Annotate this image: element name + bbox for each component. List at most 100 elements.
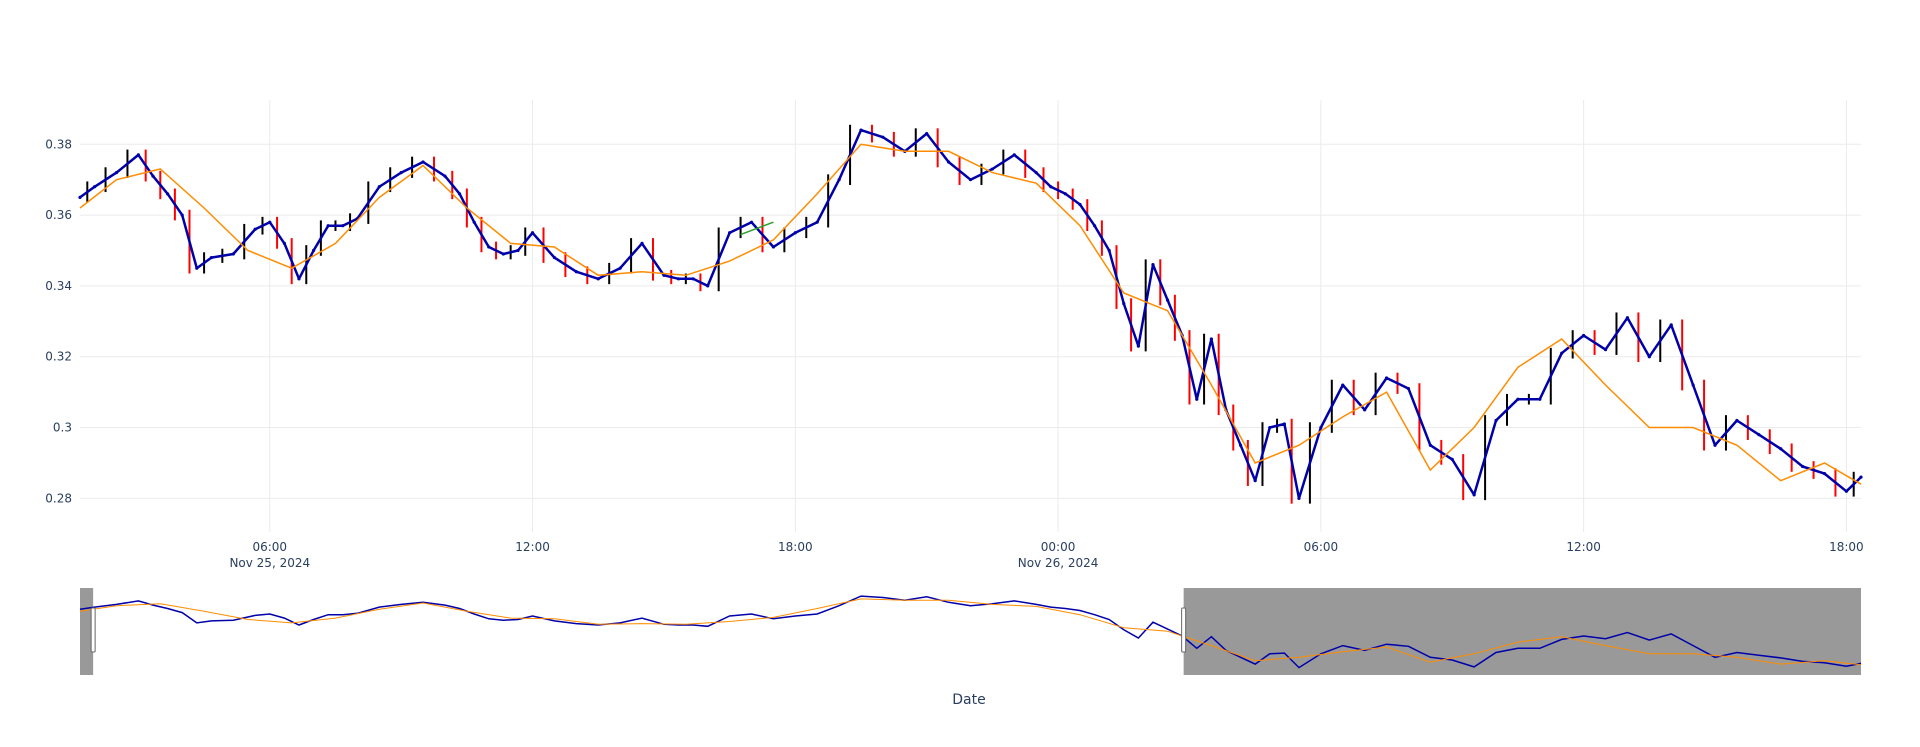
price-point [837, 178, 841, 182]
price-point [947, 160, 951, 164]
price-point [209, 255, 213, 260]
price-point [1063, 192, 1067, 196]
price-point [728, 231, 732, 235]
price-point [1012, 153, 1016, 157]
price-point [925, 132, 929, 136]
price-point [311, 248, 316, 253]
price-point [443, 174, 447, 178]
price-point [574, 270, 578, 274]
price-point [990, 167, 994, 171]
price-point [92, 185, 97, 189]
range-slider-mask-right [1183, 588, 1861, 675]
price-point [1450, 457, 1454, 462]
price-point [1713, 443, 1717, 447]
price-point [341, 224, 345, 228]
price-point [1363, 408, 1367, 412]
y-axis: 0.28 0.3 0.32 0.34 0.36 0.38 [45, 137, 72, 505]
x-tick-date-label: Nov 25, 2024 [229, 556, 310, 570]
price-point [1822, 471, 1827, 476]
plot-area[interactable] [78, 124, 1863, 504]
price-point [78, 195, 82, 199]
range-slider-ma-line [79, 598, 1862, 666]
price-point [1582, 333, 1586, 338]
price-point [1779, 447, 1783, 451]
price-point [180, 213, 184, 217]
price-point [1406, 386, 1411, 391]
x-tick-label: 12:00 [1566, 540, 1601, 554]
price-point [640, 241, 644, 246]
price-point [596, 277, 600, 281]
price-point [552, 255, 557, 260]
x-tick-date-label: Nov 26, 2024 [1018, 556, 1099, 570]
price-point [859, 128, 863, 132]
range-slider-handle[interactable] [1181, 607, 1187, 653]
price-point [968, 178, 973, 182]
price-point [487, 245, 491, 249]
price-point [1603, 348, 1608, 352]
y-tick-label: 0.38 [45, 137, 72, 151]
price-point [1165, 298, 1170, 302]
price-point [1092, 224, 1097, 228]
price-point [268, 220, 272, 224]
price-point [326, 224, 330, 228]
price-point [231, 252, 235, 256]
price-point [1859, 475, 1863, 479]
price-point [1122, 302, 1126, 306]
price-point [1538, 397, 1542, 401]
price-point [1647, 355, 1651, 359]
price-point [1195, 397, 1199, 401]
price-point [1428, 443, 1432, 447]
price-point [1735, 418, 1739, 423]
x-tick-label: 18:00 [778, 540, 813, 554]
y-tick-label: 0.3 [53, 421, 72, 435]
price-point [1560, 351, 1564, 355]
price-point [151, 174, 155, 178]
price-point [1844, 489, 1849, 493]
price-point [662, 273, 666, 277]
price-point [1625, 316, 1630, 320]
price-point [1151, 263, 1155, 267]
y-tick-label: 0.28 [45, 491, 72, 505]
price-point [771, 245, 776, 249]
price-point [881, 135, 885, 139]
x-tick-label: 00:00 [1041, 540, 1076, 554]
y-tick-label: 0.34 [45, 279, 72, 293]
grid-lines [80, 100, 1861, 532]
range-slider[interactable] [79, 588, 1862, 675]
price-point [793, 231, 797, 235]
price-point [165, 192, 170, 196]
price-point [472, 220, 476, 224]
price-point [1516, 397, 1520, 401]
price-point [815, 220, 819, 224]
x-tick-label: 12:00 [515, 540, 550, 554]
price-point [691, 277, 695, 281]
price-point [136, 153, 140, 157]
price-point [1384, 376, 1389, 380]
price-point [676, 277, 681, 281]
price-point [457, 192, 462, 196]
price-point [1691, 383, 1695, 387]
range-slider-handle[interactable] [90, 607, 96, 653]
price-point [297, 277, 301, 281]
price-point [253, 227, 257, 231]
price-point [114, 170, 119, 175]
x-tick-label: 06:00 [252, 540, 287, 554]
price-point [501, 252, 505, 256]
x-tick-label: 06:00 [1304, 540, 1339, 554]
price-point [1669, 323, 1673, 327]
price-point [1801, 464, 1805, 469]
price-point [421, 160, 425, 164]
price-point [1319, 425, 1323, 430]
price-point [1297, 496, 1301, 500]
price-point [1078, 202, 1082, 207]
price-point [1494, 418, 1498, 423]
price-point [399, 170, 403, 175]
range-slider-price-line [79, 595, 1862, 669]
price-line [79, 128, 1862, 500]
price-point [1136, 344, 1140, 348]
price-point [1034, 170, 1038, 175]
price-point [1049, 185, 1053, 189]
price-point [1238, 443, 1243, 447]
